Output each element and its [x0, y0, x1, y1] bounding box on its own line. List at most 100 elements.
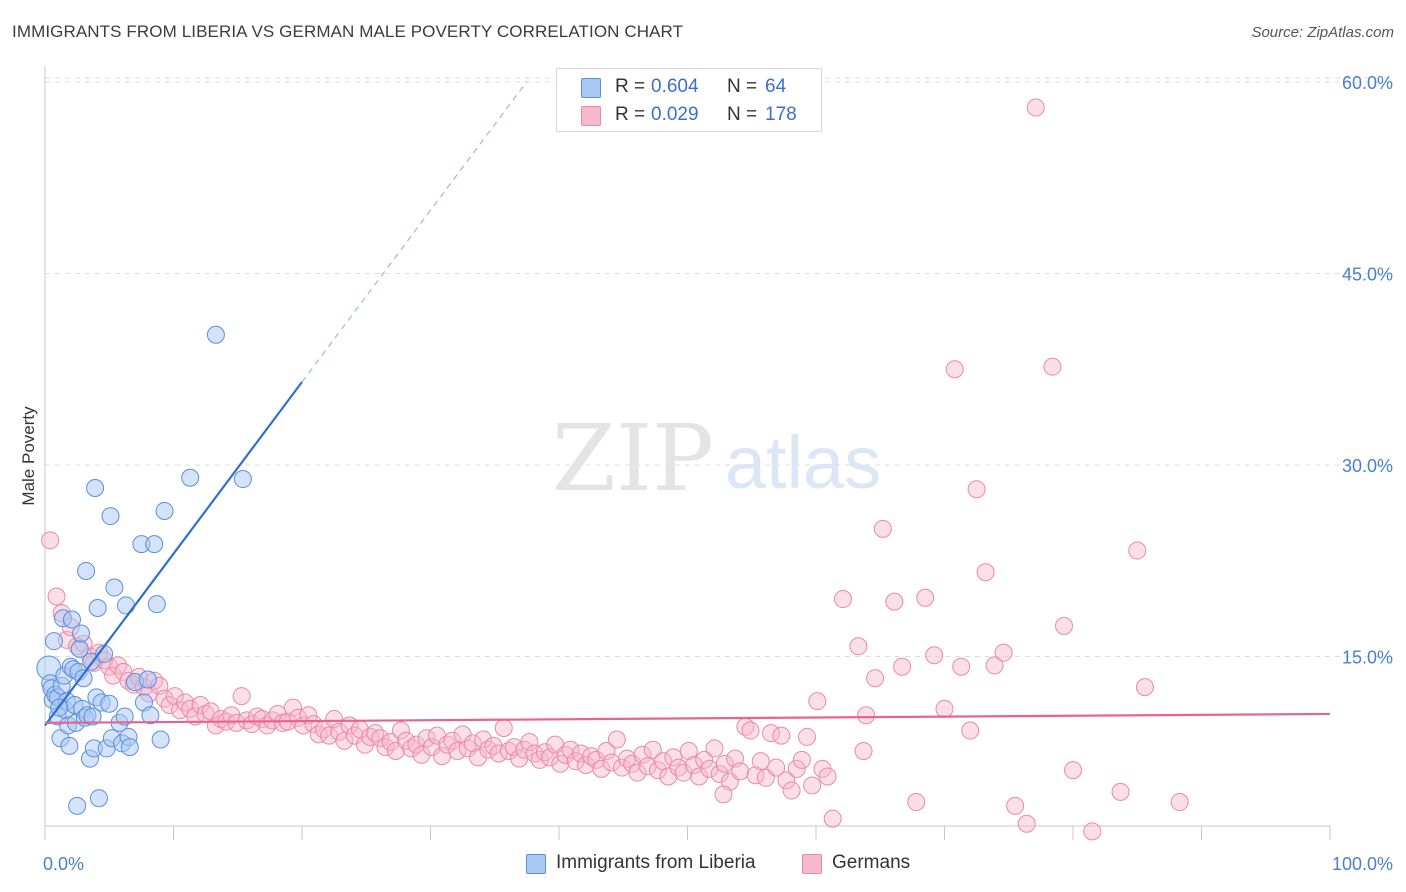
germans-point — [1170, 793, 1189, 812]
legend-n-label: N = — [727, 104, 758, 125]
liberia-point — [74, 669, 93, 688]
germans-point — [489, 744, 508, 763]
germans-point — [381, 733, 400, 752]
germans-point — [463, 734, 482, 753]
germans-point — [741, 721, 760, 740]
legend-row-germans: R = 0.029 N = 178 — [557, 100, 821, 128]
germans-point — [284, 698, 303, 717]
germans-point — [695, 750, 714, 769]
germans-point — [453, 725, 472, 744]
germans-point — [679, 741, 698, 760]
liberia-point — [141, 706, 160, 725]
germans-point — [715, 754, 734, 773]
germans-point — [994, 643, 1013, 662]
germans-point — [520, 733, 539, 752]
germans-point — [792, 750, 811, 769]
germans-point — [592, 759, 611, 778]
germans-point — [227, 713, 246, 732]
germans-point — [1135, 678, 1154, 697]
germans-point — [710, 764, 729, 783]
germans-point — [746, 766, 765, 785]
germans-point — [391, 721, 410, 740]
legend-row-liberia: R = 0.604 N = 64 — [557, 72, 821, 100]
germans-point — [371, 729, 390, 748]
germans-point — [705, 739, 724, 758]
legend-r-value: 0.029 — [651, 104, 699, 125]
x-tick-label: 0.0% — [43, 854, 84, 874]
germans-point — [823, 809, 842, 828]
germans-point — [494, 718, 513, 737]
germans-point — [782, 781, 801, 800]
watermark-atlas: atlas — [725, 421, 881, 504]
germans-point — [623, 754, 642, 773]
y-tick-label: 45.0% — [1342, 265, 1393, 285]
germans-point — [935, 699, 954, 718]
y-tick-label: 30.0% — [1342, 456, 1393, 476]
germans-point — [628, 763, 647, 782]
germans-point — [407, 735, 426, 754]
germans-point — [777, 771, 796, 790]
zipatlas-watermark: ZIP atlas — [552, 405, 881, 512]
germans-point — [1111, 782, 1130, 801]
germans-point — [633, 745, 652, 764]
germans-point — [1055, 616, 1074, 635]
legend-label-germans: Germans — [832, 852, 911, 873]
germans-point — [299, 706, 318, 725]
legend-swatch-germans — [581, 106, 601, 126]
germans-point — [201, 702, 220, 721]
liberia-point — [89, 789, 108, 808]
tick-labels: 15.0% 30.0% 45.0% 60.0% 0.0% 100.0% — [43, 73, 1393, 874]
germans-point — [551, 754, 570, 773]
germans-point — [330, 722, 349, 741]
germans-point — [1128, 541, 1147, 560]
germans-point — [469, 748, 488, 767]
legend-swatch-germans — [802, 854, 822, 874]
germans-point — [967, 480, 986, 499]
germans-point — [376, 738, 395, 757]
germans-point — [885, 592, 904, 611]
germans-point — [873, 519, 892, 538]
germans-point — [925, 646, 944, 665]
germans-point — [798, 727, 817, 746]
liberia-point — [100, 694, 119, 713]
germans-point — [857, 706, 876, 725]
germans-point — [448, 741, 467, 760]
y-tick-label: 60.0% — [1342, 73, 1393, 93]
germans-point — [576, 756, 595, 775]
legend-r-label: R = — [615, 104, 646, 125]
germans-point — [1043, 357, 1062, 376]
legend-n-value: 178 — [765, 104, 797, 125]
liberia-point — [83, 707, 102, 726]
germans-point — [907, 793, 926, 812]
germans-point — [952, 657, 971, 676]
chart-source: Source: ZipAtlas.com — [1251, 24, 1394, 41]
germans-point — [160, 696, 179, 715]
trend-lines — [44, 81, 1331, 727]
germans-point — [751, 752, 770, 771]
germans-point — [212, 710, 231, 729]
germans-point — [854, 741, 873, 760]
germans-point — [607, 730, 626, 749]
liberia-point — [233, 470, 252, 489]
germans-point — [535, 743, 554, 762]
germans-point — [422, 738, 441, 757]
liberia-point — [155, 501, 174, 520]
liberia-point — [181, 468, 200, 487]
liberia-point — [44, 632, 63, 651]
germans-point — [561, 740, 580, 759]
liberia-point — [145, 535, 164, 554]
germans-point — [664, 748, 683, 767]
legend-label-liberia: Immigrants from Liberia — [556, 852, 756, 873]
liberia-point — [101, 507, 120, 526]
germans-point — [976, 563, 995, 582]
germans-point — [366, 724, 385, 743]
chart-title: IMMIGRANTS FROM LIBERIA VS GERMAN MALE P… — [12, 22, 684, 41]
liberia-point — [71, 624, 90, 643]
liberia-point — [115, 707, 134, 726]
germans-point — [1026, 98, 1045, 117]
liberia-point — [147, 595, 166, 614]
y-tick-label: 15.0% — [1342, 648, 1393, 668]
germans-point — [417, 729, 436, 748]
germans-point — [731, 762, 750, 781]
germans-point — [762, 724, 781, 743]
